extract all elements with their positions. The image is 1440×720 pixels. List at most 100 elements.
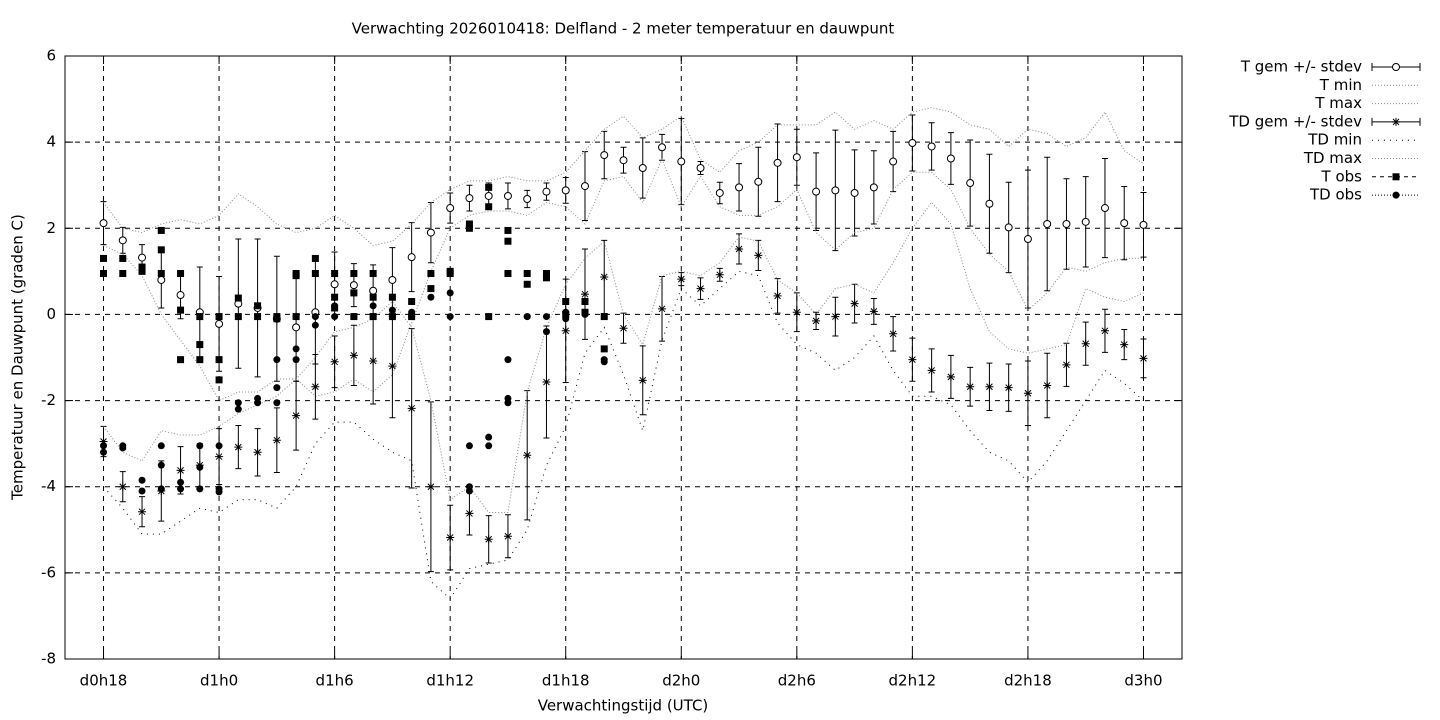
marker [407, 253, 416, 262]
marker [196, 442, 204, 450]
marker [215, 488, 223, 496]
marker [542, 313, 550, 321]
marker [638, 163, 647, 172]
marker [446, 313, 454, 321]
marker [812, 187, 821, 196]
marker [754, 177, 763, 186]
marker [927, 366, 936, 375]
marker [311, 254, 319, 262]
legend-caps [1371, 117, 1421, 126]
marker [350, 313, 358, 321]
marker [600, 313, 608, 321]
x-tick-label: d1h6 [316, 672, 354, 690]
y-tick-label: 2 [46, 219, 56, 237]
plot-frame [64, 55, 1183, 660]
marker [311, 321, 319, 329]
y-tick-label: -6 [41, 563, 56, 581]
marker [157, 275, 166, 284]
marker [369, 286, 378, 295]
marker [523, 313, 531, 321]
marker [234, 399, 242, 407]
marker [138, 476, 146, 484]
marker [408, 313, 416, 321]
marker [561, 186, 570, 195]
marker [927, 142, 936, 151]
marker [215, 313, 223, 321]
x-tick-label: d2h12 [889, 672, 937, 690]
marker [292, 323, 301, 332]
marker [966, 382, 975, 391]
marker [138, 253, 147, 262]
marker [234, 405, 242, 413]
marker [696, 163, 705, 172]
marker [523, 280, 531, 288]
marker [446, 533, 455, 542]
legend-label: T min [1319, 76, 1362, 94]
marker [561, 326, 570, 335]
marker [331, 302, 339, 310]
marker [677, 157, 686, 166]
marker [388, 362, 397, 371]
marker [946, 372, 955, 381]
legend-label: TD max [1303, 149, 1362, 167]
marker [908, 355, 917, 364]
marker [465, 220, 473, 228]
legend-label: T gem +/- stdev [1240, 58, 1362, 76]
marker [735, 244, 744, 253]
marker [485, 203, 493, 211]
marker [311, 382, 320, 391]
marker [580, 182, 589, 191]
marker [523, 270, 531, 278]
y-tick-label: 6 [46, 47, 56, 65]
marker [234, 443, 243, 452]
marker [253, 448, 262, 457]
marker [658, 143, 667, 152]
marker [138, 507, 147, 516]
marker [349, 351, 358, 360]
marker [619, 156, 628, 165]
marker [504, 356, 512, 364]
marker [273, 399, 281, 407]
marker [196, 463, 204, 471]
marker [600, 272, 609, 281]
legend-label: T max [1314, 94, 1362, 112]
marker [658, 304, 667, 313]
marker [311, 270, 319, 278]
marker [177, 478, 185, 486]
y-tick-label: -2 [41, 391, 56, 409]
marker [138, 487, 146, 495]
marker [292, 272, 300, 280]
marker [234, 294, 242, 302]
marker [388, 306, 396, 314]
marker [465, 487, 473, 495]
marker [196, 356, 204, 364]
marker [485, 433, 493, 441]
marker [562, 298, 570, 306]
marker [850, 188, 859, 197]
marker [812, 316, 821, 325]
marker [388, 313, 396, 321]
marker [715, 270, 724, 279]
marker [542, 270, 550, 278]
series-line [103, 158, 1144, 402]
y-axis-label: Temperatuur en Dauwpunt (graden C) [9, 214, 27, 501]
marker [1100, 204, 1109, 213]
marker [542, 328, 550, 336]
marker [1139, 354, 1148, 363]
marker [119, 270, 127, 278]
marker [600, 151, 609, 160]
marker [985, 199, 994, 208]
x-tick-label: d3h0 [1124, 672, 1162, 690]
marker [369, 356, 378, 365]
marker [696, 284, 705, 293]
marker [119, 254, 127, 262]
y-tick-label: -8 [41, 650, 56, 668]
marker [177, 270, 185, 278]
chart-title: Verwachting 2026010418: Delfland - 2 met… [352, 20, 895, 38]
marker [1081, 339, 1090, 348]
marker [407, 404, 416, 413]
x-tick-label: d2h0 [662, 672, 700, 690]
marker [504, 226, 512, 234]
marker [157, 226, 165, 234]
